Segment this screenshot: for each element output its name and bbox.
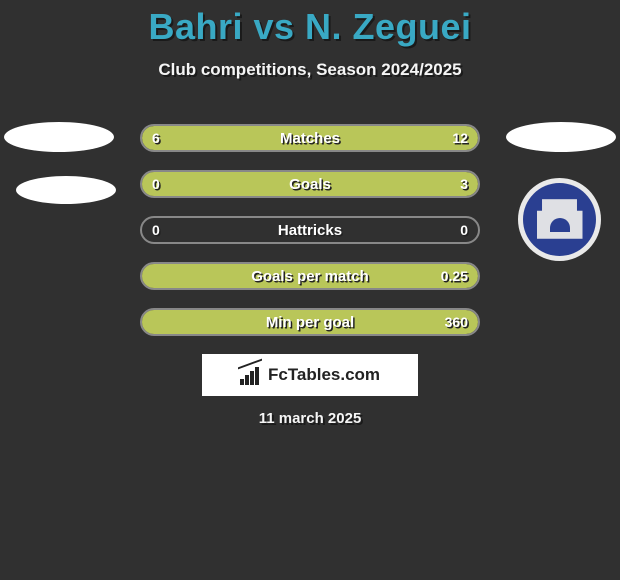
stat-bar: 612Matches [140,124,480,152]
player-left-logo-1 [4,122,114,152]
stat-bars: 612Matches03Goals00Hattricks0.25Goals pe… [140,124,480,354]
fctables-badge[interactable]: FcTables.com [202,354,418,396]
stat-value-left: 0 [152,172,160,196]
date-line: 11 march 2025 [0,410,620,427]
stat-bar-fill-right [254,126,478,150]
page-title: Bahri vs N. Zeguei [0,0,620,48]
stat-bar: 0 0Hattricks [140,216,480,244]
club-crest [518,178,601,261]
stat-value-right: 12 [452,126,468,150]
stat-bar-fill-right [142,172,478,196]
stat-bar-fill-right [142,310,478,334]
stat-value-right: 0 [460,218,468,242]
player-right-logo [506,122,616,152]
stat-value-right: 3 [460,172,468,196]
season-subtitle: Club competitions, Season 2024/2025 [0,60,620,80]
stat-bar: 360Min per goal [140,308,480,336]
fctables-label: FcTables.com [268,365,380,385]
stat-label: Hattricks [142,218,478,242]
stat-value-left: 0 [152,218,160,242]
stat-bar: 03Goals [140,170,480,198]
stat-value-right: 360 [445,310,468,334]
stat-bar: 0.25Goals per match [140,262,480,290]
club-crest-inner [523,183,596,256]
player-left-logo-2 [16,176,116,204]
stat-bar-fill-right [142,264,478,288]
bar-chart-icon [240,365,262,385]
stat-value-right: 0.25 [441,264,468,288]
stat-value-left: 6 [152,126,160,150]
